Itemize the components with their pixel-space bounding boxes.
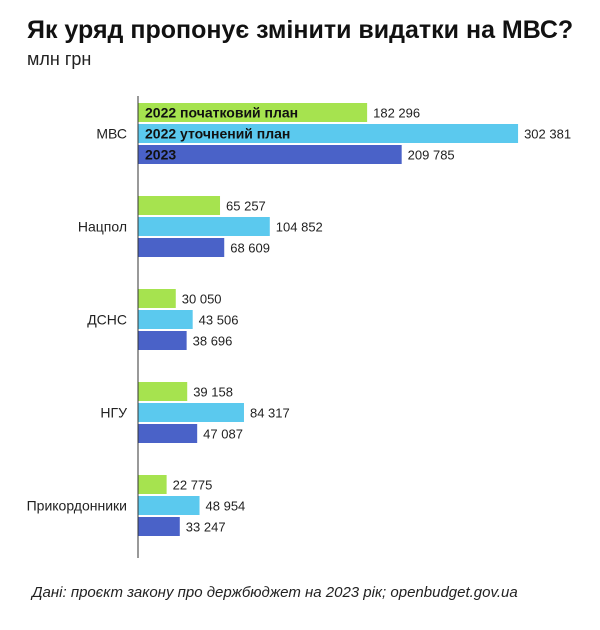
value-label: 47 087 (203, 427, 243, 442)
value-label: 104 852 (276, 220, 323, 235)
bar-2023 (138, 145, 402, 164)
value-label: 30 050 (182, 292, 222, 307)
value-label: 182 296 (373, 106, 420, 121)
bar-2022-revised (138, 124, 519, 143)
bar-2022-initial (138, 196, 221, 215)
source-note: Дані: проєкт закону про держбюджет на 20… (32, 584, 518, 601)
chart-title: Як уряд пропонує змінити видатки на МВС? (27, 16, 574, 44)
bar-2022-initial (138, 103, 368, 122)
bar-2023 (138, 238, 225, 257)
value-label: 22 775 (173, 478, 213, 493)
value-label: 84 317 (250, 406, 290, 421)
bar-2022-revised (138, 217, 270, 236)
bar-2022-revised (138, 496, 200, 515)
bar-2023 (138, 331, 187, 350)
category-label: ДСНС (87, 312, 127, 328)
category-label: МВС (96, 126, 127, 142)
bar-2022-initial (138, 382, 188, 401)
bar-2022-initial (138, 475, 167, 494)
value-label: 302 381 (524, 127, 571, 142)
value-label: 68 609 (230, 241, 270, 256)
value-label: 65 257 (226, 199, 266, 214)
legend-label-2023: 2023 (145, 147, 176, 163)
value-label: 38 696 (193, 334, 233, 349)
chart-subtitle: млн грн (27, 49, 92, 69)
legend-label-2022-initial: 2022 початковий план (145, 105, 298, 121)
value-label: 39 158 (193, 385, 233, 400)
value-label: 33 247 (186, 520, 226, 535)
legend-label-2022-revised: 2022 уточнений план (145, 126, 290, 142)
category-label: НГУ (100, 405, 127, 421)
category-label: Прикордонники (27, 498, 127, 514)
bar-2022-revised (138, 403, 244, 422)
value-label: 209 785 (408, 148, 455, 163)
value-label: 48 954 (206, 499, 246, 514)
value-label: 43 506 (199, 313, 239, 328)
bar-2023 (138, 517, 180, 536)
category-label: Нацпол (78, 219, 127, 235)
bar-2022-initial (138, 289, 176, 308)
bar-2022-revised (138, 310, 193, 329)
bar-2023 (138, 424, 198, 443)
